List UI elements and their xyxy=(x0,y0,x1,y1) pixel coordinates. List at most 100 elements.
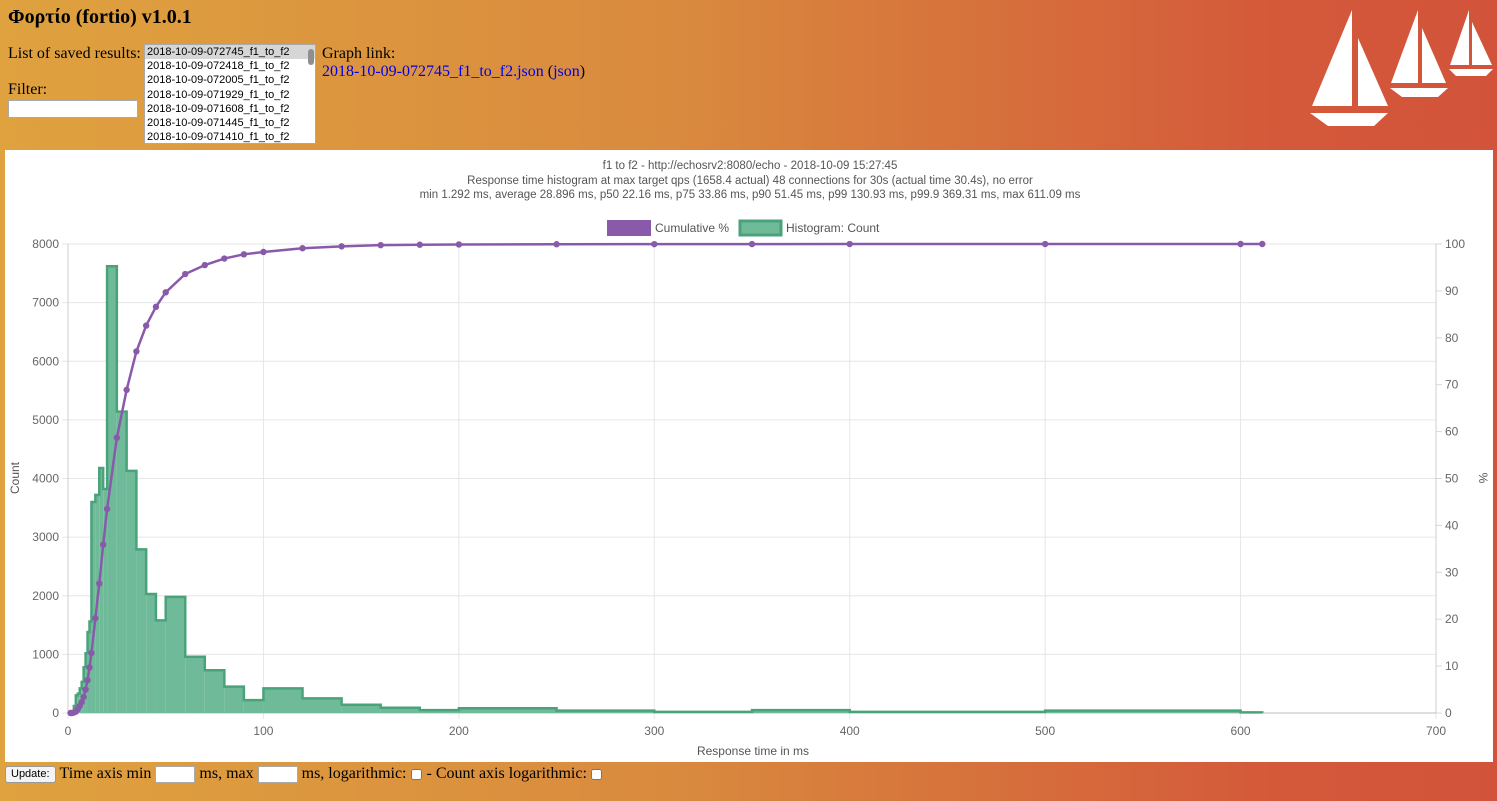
x-axis-title: Response time in ms xyxy=(697,744,809,758)
cumulative-point[interactable] xyxy=(84,676,91,684)
cumulative-point[interactable] xyxy=(221,255,228,262)
legend-label-cumulative[interactable]: Cumulative % xyxy=(655,221,729,235)
cumulative-point[interactable] xyxy=(82,686,89,693)
histogram-bar[interactable] xyxy=(116,411,127,713)
histogram-bar[interactable] xyxy=(146,593,156,713)
cumulative-point[interactable] xyxy=(182,270,189,278)
y-tick-label: 7000 xyxy=(32,296,59,310)
y2-tick-label: 80 xyxy=(1445,331,1459,345)
scrollbar-thumb[interactable] xyxy=(308,49,314,65)
cumulative-point[interactable] xyxy=(338,243,345,250)
histogram-bar[interactable] xyxy=(99,467,104,713)
cumulative-point[interactable] xyxy=(1041,240,1049,248)
cumulative-point[interactable] xyxy=(846,240,853,248)
time-axis-log-checkbox[interactable] xyxy=(410,768,422,780)
saved-result-option[interactable]: 2018-10-09-072005_f1_to_f2 xyxy=(147,74,290,87)
x-tick-label: 200 xyxy=(449,724,469,738)
saved-result-option[interactable]: 2018-10-09-071608_f1_to_f2 xyxy=(147,102,290,115)
cumulative-point[interactable] xyxy=(80,693,87,701)
graph-link-label: Graph link: xyxy=(322,45,396,62)
histogram-bar[interactable] xyxy=(204,670,225,713)
histogram-bar[interactable] xyxy=(126,470,137,713)
filter-input[interactable] xyxy=(8,100,138,118)
saved-result-option[interactable]: 2018-10-09-072745_f1_to_f2 xyxy=(145,45,315,60)
time-axis-min-input[interactable] xyxy=(155,765,196,783)
cumulative-point[interactable] xyxy=(78,699,85,706)
legend-swatch-histogram[interactable] xyxy=(738,219,783,237)
y2-axis-title: % xyxy=(1476,473,1490,484)
cumulative-point[interactable] xyxy=(260,248,267,256)
time-axis-max-input[interactable] xyxy=(257,765,298,783)
histogram-bar[interactable] xyxy=(302,698,342,713)
histogram-bar[interactable] xyxy=(224,686,244,713)
cumulative-point[interactable] xyxy=(86,664,93,671)
controls-bar: Update: Time axis min ms, max ms, logari… xyxy=(5,764,607,784)
saved-result-option[interactable]: 2018-10-09-071445_f1_to_f2 xyxy=(147,116,290,129)
cumulative-point[interactable] xyxy=(88,649,95,657)
chart-container: 0 100 200 300 400 500 600 700 0 1000 2000 3000 4000 5… xyxy=(5,150,1493,762)
saved-result-option[interactable]: 2018-10-09-072418_f1_to_f2 xyxy=(147,60,290,73)
legend-swatch-cumulative[interactable] xyxy=(607,220,651,236)
y2-tick-label: 30 xyxy=(1445,565,1459,579)
cumulative-point[interactable] xyxy=(92,615,99,622)
cumulative-point[interactable] xyxy=(113,434,121,441)
y2-tick-label: 40 xyxy=(1445,518,1459,532)
saved-results-label: List of saved results: xyxy=(8,45,141,62)
cumulative-point[interactable] xyxy=(123,386,130,394)
histogram-bar[interactable] xyxy=(263,688,303,713)
histogram-bar[interactable] xyxy=(341,704,381,713)
histogram-outline xyxy=(69,265,1264,714)
histogram-bar[interactable] xyxy=(165,596,186,713)
histogram-bar[interactable] xyxy=(752,710,850,713)
graph-link[interactable]: 2018-10-09-072745_f1_to_f2.json xyxy=(322,63,544,80)
saved-result-option[interactable]: 2018-10-09-071410_f1_to_f2 xyxy=(147,131,290,144)
cumulative-point[interactable] xyxy=(651,240,658,248)
cumulative-point[interactable] xyxy=(142,322,150,329)
cumulative-point[interactable] xyxy=(748,240,756,248)
histogram-bar[interactable] xyxy=(136,549,147,713)
y-tick-label: 4000 xyxy=(32,472,59,486)
cumulative-point[interactable] xyxy=(240,251,248,258)
y2-tick-label: 20 xyxy=(1445,612,1459,626)
cumulative-point[interactable] xyxy=(162,289,169,296)
legend-label-histogram[interactable]: Histogram: Count xyxy=(786,221,880,235)
update-button[interactable]: Update: xyxy=(5,765,56,783)
histogram-bar[interactable] xyxy=(155,620,166,713)
chart-legend[interactable]: Cumulative % Histogram: Count xyxy=(607,219,880,237)
cumulative-point[interactable] xyxy=(1237,240,1244,248)
graph-link-row: 2018-10-09-072745_f1_to_f2.json (json) xyxy=(322,63,585,81)
count-axis-log-label: - Count axis logarithmic: xyxy=(426,765,587,782)
time-axis-max-label: ms, max xyxy=(199,765,254,782)
saved-result-option[interactable]: 2018-10-09-071929_f1_to_f2 xyxy=(147,88,290,101)
cumulative-point[interactable] xyxy=(553,241,560,248)
cumulative-point[interactable] xyxy=(103,505,111,513)
histogram-bar[interactable] xyxy=(419,710,459,713)
cumulative-series xyxy=(67,240,1266,717)
y-tick-label: 6000 xyxy=(32,354,59,368)
cumulative-point[interactable] xyxy=(96,580,103,587)
histogram-bar[interactable] xyxy=(380,707,420,713)
cumulative-point[interactable] xyxy=(299,245,306,252)
listbox-scrollbar[interactable] xyxy=(307,47,314,143)
x-tick-label: 0 xyxy=(65,724,72,738)
y2-tick-label: 70 xyxy=(1445,378,1459,392)
count-axis-log-checkbox[interactable] xyxy=(590,768,602,780)
cumulative-point[interactable] xyxy=(133,348,140,355)
cumulative-point[interactable] xyxy=(416,241,423,248)
histogram-bar[interactable] xyxy=(458,708,557,713)
cumulative-point[interactable] xyxy=(377,241,384,249)
cumulative-point[interactable] xyxy=(455,241,463,248)
histogram-bar[interactable] xyxy=(185,656,205,713)
histogram-bar[interactable] xyxy=(91,501,96,713)
cumulative-point[interactable] xyxy=(99,541,107,548)
histogram-bar[interactable] xyxy=(103,489,108,713)
y-tick-label: 2000 xyxy=(32,589,59,603)
cumulative-point[interactable] xyxy=(201,261,208,269)
histogram-bar[interactable] xyxy=(107,266,117,713)
cumulative-point[interactable] xyxy=(1259,240,1266,248)
json-link[interactable]: json xyxy=(553,63,580,80)
time-axis-log-label: ms, logarithmic: xyxy=(301,765,407,782)
saved-results-listbox[interactable]: 2018-10-09-072745_f1_to_f2 2018-10-09-07… xyxy=(144,44,316,144)
histogram-bar[interactable] xyxy=(243,700,264,713)
cumulative-point[interactable] xyxy=(152,303,160,311)
